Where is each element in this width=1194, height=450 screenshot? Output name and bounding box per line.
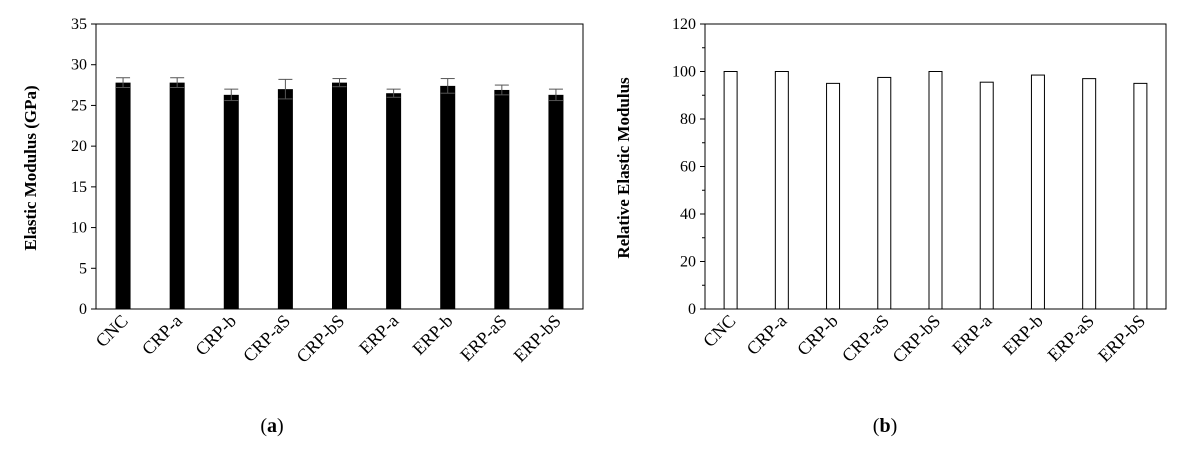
- bar-crp-bs: [928, 71, 943, 310]
- bar-erp-as: [1082, 78, 1097, 310]
- category-label: ERP-b: [999, 311, 1047, 359]
- category-label: CRP-b: [793, 311, 842, 360]
- y-tick-label: 20: [680, 254, 696, 271]
- y-tick-label: 0: [688, 301, 696, 318]
- y-tick-label: 25: [71, 97, 87, 114]
- panel-caption-a: (a): [260, 415, 283, 437]
- y-tick-labels-a: 0 5 10 15 20 25 30 35: [71, 16, 96, 318]
- bar-crp-a: [774, 71, 789, 310]
- category-label: CRP-bS: [888, 311, 944, 367]
- panel-caption-b: (b): [873, 415, 897, 437]
- chart-panel-b: Relative Elastic Modulus 0 20 40 60 80 100 120…: [614, 16, 1167, 437]
- chart-panel-a: Elastic Modulus (GPa) 0 5 10 15 20 25 30 35 CNC…: [21, 16, 584, 437]
- bar-cnc: [723, 71, 738, 310]
- category-label: ERP-b: [408, 311, 456, 359]
- bar-erp-as: [494, 89, 510, 309]
- y-tick-label: 60: [680, 159, 696, 176]
- y-tick-label: 120: [672, 16, 696, 33]
- y-tick-label: 100: [672, 64, 696, 81]
- bar-erp-b: [1030, 74, 1045, 310]
- bar-erp-bs: [1133, 82, 1148, 310]
- plot-area-a: [95, 23, 584, 310]
- y-tick-label: 40: [680, 206, 696, 223]
- category-label: ERP-a: [948, 311, 995, 358]
- category-label: ERP-bS: [1094, 311, 1149, 366]
- category-label: CRP-aS: [239, 311, 294, 366]
- bar-erp-bs: [548, 94, 564, 309]
- category-label: ERP-aS: [1044, 311, 1098, 365]
- panel-label-a: a: [267, 415, 277, 437]
- bar-crp-a: [169, 82, 185, 309]
- bar-crp-as: [277, 89, 293, 310]
- y-tick-labels-b: 0 20 40 60 80 100 120: [672, 16, 705, 318]
- bar-crp-bs: [332, 82, 347, 309]
- bar-crp-b: [223, 94, 239, 309]
- category-label: CRP-bS: [292, 311, 348, 367]
- y-axis-title-a: Elastic Modulus (GPa): [21, 85, 40, 250]
- panel-label-b: b: [879, 415, 890, 437]
- y-tick-label: 10: [71, 220, 87, 237]
- y-tick-label: 5: [79, 260, 87, 277]
- bar-crp-as: [877, 76, 892, 310]
- bar-erp-a: [979, 81, 994, 310]
- category-label: CNC: [699, 311, 739, 351]
- category-label: CRP-b: [191, 311, 240, 360]
- category-label: ERP-a: [355, 311, 402, 358]
- category-label: ERP-bS: [510, 311, 565, 366]
- y-tick-label: 20: [71, 138, 87, 155]
- y-tick-label: 15: [71, 179, 87, 196]
- category-label: CRP-a: [138, 311, 186, 359]
- y-axis-title-b: Relative Elastic Modulus: [614, 77, 633, 259]
- bar-erp-a: [386, 93, 402, 309]
- y-tick-label: 35: [71, 16, 87, 33]
- plot-area-b: [704, 23, 1167, 310]
- y-tick-label: 0: [79, 301, 87, 318]
- y-tick-label: 30: [71, 57, 87, 74]
- bar-crp-b: [826, 82, 841, 310]
- bar-erp-b: [440, 85, 456, 309]
- y-tick-label: 80: [680, 111, 696, 128]
- category-label: CNC: [92, 311, 132, 351]
- category-label: CRP-a: [743, 311, 791, 359]
- category-label: CRP-aS: [838, 311, 893, 366]
- bar-cnc: [115, 82, 131, 309]
- category-label: ERP-aS: [456, 311, 510, 365]
